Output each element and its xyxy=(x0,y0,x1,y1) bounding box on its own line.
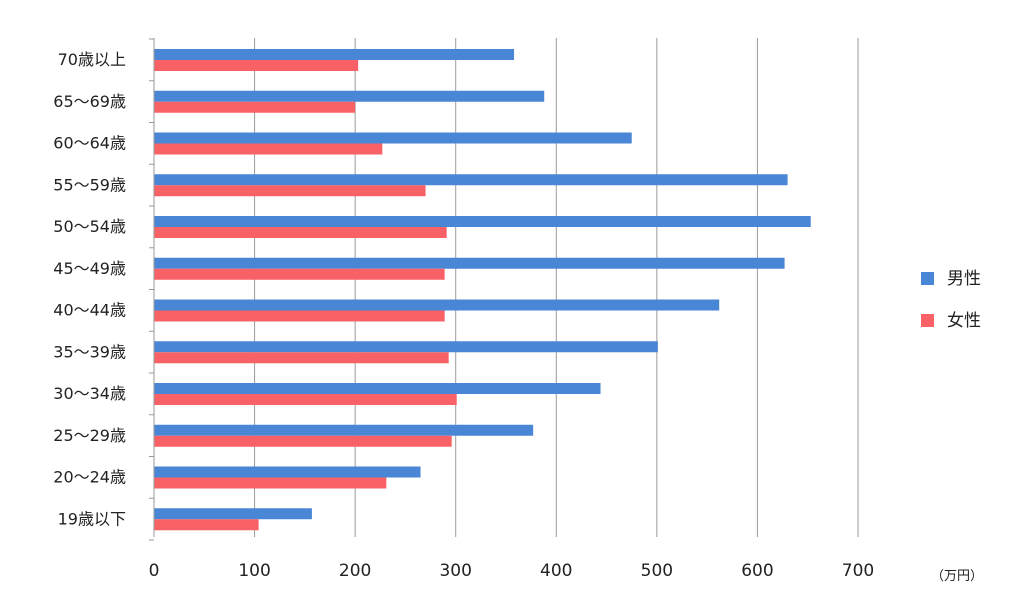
category-label: 45〜49歳 xyxy=(53,259,126,278)
category-label: 19歳以下 xyxy=(58,509,126,528)
bar-male xyxy=(154,299,720,311)
category-label: 50〜54歳 xyxy=(53,217,126,236)
category-label: 70歳以上 xyxy=(58,50,126,69)
x-tick-label: 200 xyxy=(339,561,371,581)
bar-male xyxy=(154,132,632,144)
bar-female xyxy=(154,227,447,238)
category-label: 55〜59歳 xyxy=(53,175,126,194)
bar-female xyxy=(154,185,426,197)
bar-male xyxy=(154,174,788,186)
bar-female xyxy=(154,394,457,405)
bar-female xyxy=(154,519,259,531)
x-tick-label: 700 xyxy=(842,561,874,581)
bar-male xyxy=(154,466,421,478)
x-tick-label: 500 xyxy=(641,561,673,581)
x-tick-label: 300 xyxy=(439,561,471,581)
bar-male xyxy=(154,383,601,394)
category-label: 35〜39歳 xyxy=(53,342,126,361)
unit-label: （万円） xyxy=(931,569,983,584)
bar-male xyxy=(154,216,811,227)
bar-male xyxy=(154,90,545,102)
bar-male xyxy=(154,49,515,60)
legend-label-female: 女性 xyxy=(947,311,981,331)
category-label: 60〜64歳 xyxy=(53,134,126,153)
bar-male xyxy=(154,341,658,353)
category-label: 65〜69歳 xyxy=(53,92,126,111)
bar-male xyxy=(154,508,312,520)
bar-female xyxy=(154,101,356,113)
bar-female xyxy=(154,435,452,447)
x-tick-label: 400 xyxy=(540,561,572,581)
legend-swatch-female xyxy=(921,314,934,327)
x-tick-label: 100 xyxy=(238,561,270,581)
bar-female xyxy=(154,352,449,364)
bar-female xyxy=(154,143,383,155)
bar-male xyxy=(154,257,785,269)
x-tick-label: 600 xyxy=(741,561,773,581)
x-tick-label: 0 xyxy=(149,561,160,581)
bar-female xyxy=(154,60,359,71)
category-label: 25〜29歳 xyxy=(53,426,126,445)
legend-swatch-male xyxy=(921,272,934,285)
bar-female xyxy=(154,310,445,322)
bar-female xyxy=(154,477,387,489)
category-label: 20〜24歳 xyxy=(53,468,126,487)
legend-label-male: 男性 xyxy=(947,269,981,289)
category-label: 30〜34歳 xyxy=(53,384,126,403)
bar-female xyxy=(154,268,445,280)
category-label: 40〜44歳 xyxy=(53,301,126,320)
bar-male xyxy=(154,424,534,436)
